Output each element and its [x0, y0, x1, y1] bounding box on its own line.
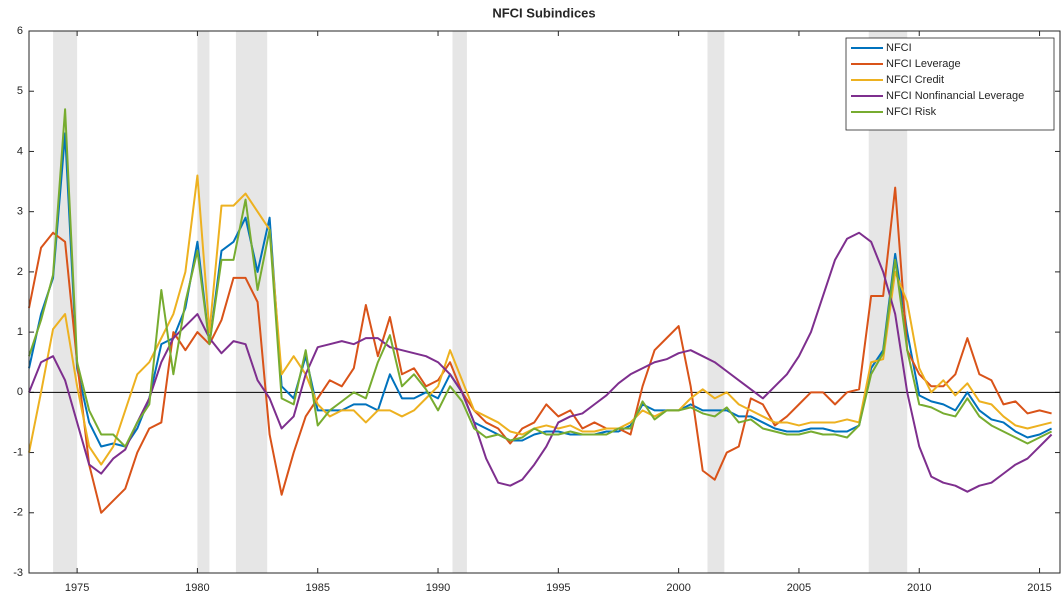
series-line	[28, 186, 1052, 514]
legend-label: NFCI	[886, 42, 912, 54]
series-line	[28, 174, 1052, 466]
x-tick-label: 1990	[426, 582, 450, 594]
y-tick-label: 5	[17, 85, 23, 97]
y-tick-label: 6	[17, 25, 23, 37]
series-line	[28, 108, 1053, 448]
x-tick-label: 1975	[65, 582, 89, 594]
y-tick-label: 3	[17, 206, 23, 218]
x-tick-label: 2000	[666, 582, 690, 594]
legend-label: NFCI Risk	[886, 106, 937, 118]
x-tick-label: 2010	[907, 582, 931, 594]
recession-band	[235, 31, 268, 573]
x-tick-label: 1985	[305, 582, 329, 594]
y-tick-label: -1	[13, 446, 23, 458]
y-tick-label: 0	[17, 386, 23, 398]
y-tick-label: 2	[17, 266, 23, 278]
plot-frame	[28, 30, 1061, 574]
chart-title: NFCI Subindices	[492, 5, 595, 20]
legend-label: NFCI Credit	[886, 74, 944, 86]
x-tick-label: 1995	[546, 582, 570, 594]
y-tick-label: 1	[17, 326, 23, 338]
recession-band	[707, 31, 725, 573]
y-tick-label: 4	[17, 145, 23, 157]
y-tick-label: -2	[13, 507, 23, 519]
x-tick-label: 2015	[1027, 582, 1051, 594]
legend: NFCI NFCI Leverage NFCI Credit NFCI Nonfina…	[845, 37, 1055, 131]
legend-label: NFCI Leverage	[886, 58, 961, 70]
legend-box	[845, 37, 1055, 131]
x-tick-label: 1980	[185, 582, 209, 594]
legend-label: NFCI Nonfinancial Leverage	[886, 90, 1024, 102]
y-tick-label: -3	[13, 567, 23, 579]
series-line	[28, 231, 1053, 493]
x-tick-label: 2005	[787, 582, 811, 594]
recession-band	[452, 31, 467, 573]
